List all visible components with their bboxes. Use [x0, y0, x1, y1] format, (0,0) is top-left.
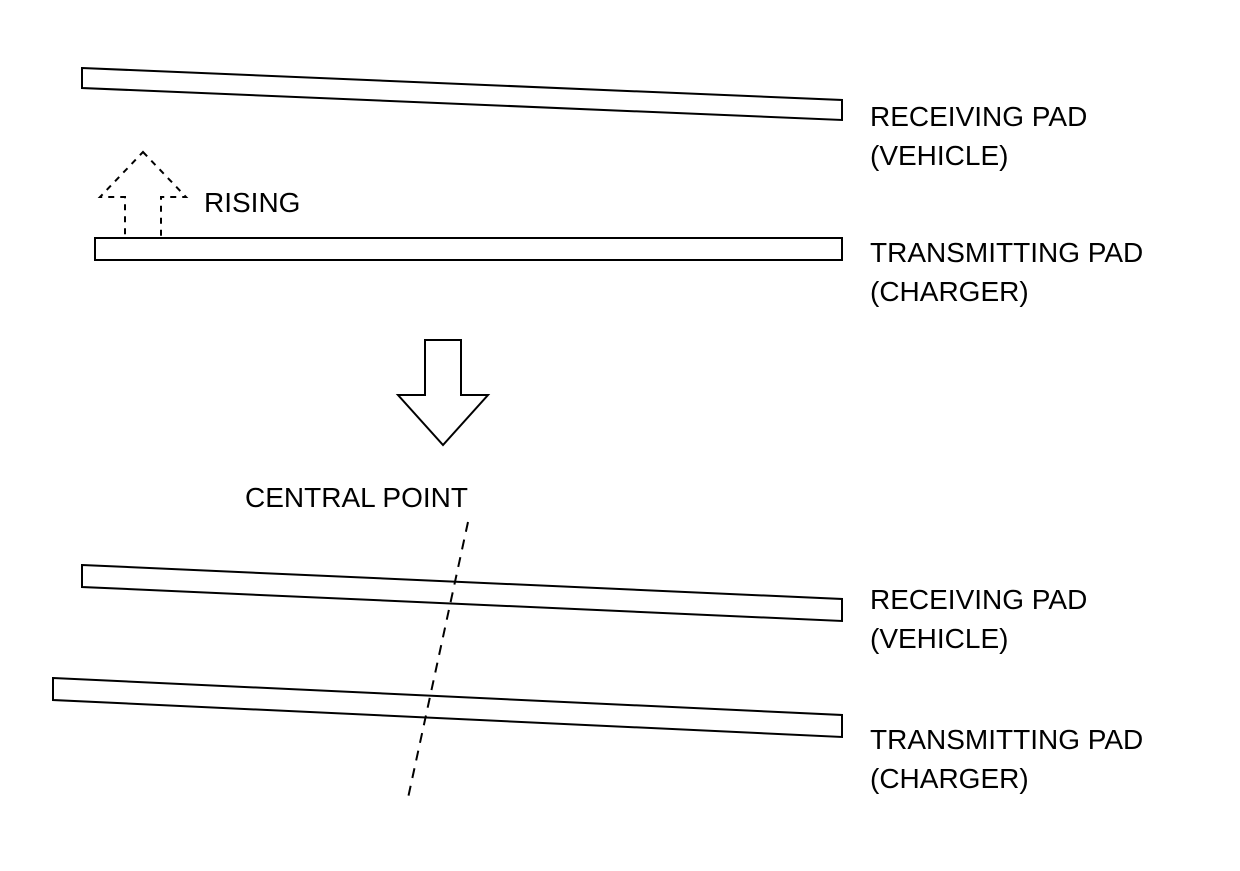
rising-label: RISING: [204, 183, 300, 222]
top-transmitting-pad: [95, 238, 842, 260]
top-receiving-pad: [82, 68, 842, 120]
central-dashed-line: [408, 522, 468, 798]
transmitting-pad-top-label: TRANSMITTING PAD (CHARGER): [870, 233, 1143, 311]
bottom-receiving-pad: [82, 565, 842, 621]
central-point-label: CENTRAL POINT: [245, 478, 468, 517]
receiving-pad-bottom-label: RECEIVING PAD (VEHICLE): [870, 580, 1087, 658]
transition-arrow-icon: [398, 340, 488, 445]
diagram-container: RISING RECEIVING PAD (VEHICLE) TRANSMITT…: [0, 0, 1240, 871]
rising-arrow-icon: [100, 152, 186, 238]
receiving-pad-top-label: RECEIVING PAD (VEHICLE): [870, 97, 1087, 175]
transmitting-pad-bottom-label: TRANSMITTING PAD (CHARGER): [870, 720, 1143, 798]
bottom-transmitting-pad: [53, 678, 842, 737]
